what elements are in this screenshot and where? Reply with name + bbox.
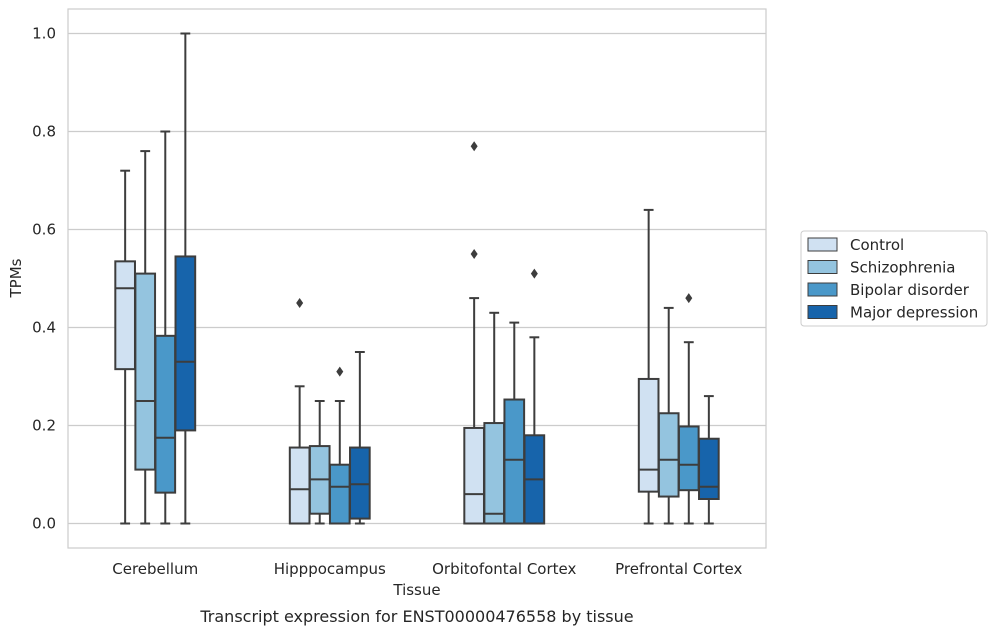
box-body: [288, 446, 311, 525]
y-tick-label: 0.4: [32, 319, 56, 337]
box-body: [503, 398, 526, 525]
outlier-point: [470, 249, 478, 259]
box-major-depression: [523, 268, 546, 525]
x-axis-label: Tissue: [392, 581, 440, 599]
box-body: [349, 446, 371, 520]
box-schizophrenia: [657, 306, 680, 525]
legend-label: Bipolar disorder: [850, 281, 970, 299]
box-major-depression: [349, 351, 371, 525]
legend: Control Schizophrenia Bipolar disorder Majo…: [800, 230, 988, 327]
box-control: [288, 298, 311, 525]
outlier-point: [685, 293, 693, 304]
outlier-point: [336, 366, 344, 377]
box-control: [114, 169, 136, 525]
box-body: [328, 463, 351, 525]
box-body: [657, 412, 680, 498]
box-schizophrenia: [134, 150, 157, 525]
box-body: [483, 422, 506, 525]
legend-swatch: [807, 305, 838, 319]
legend-swatch: [807, 260, 838, 274]
box-schizophrenia: [308, 400, 331, 525]
box-bipolar-disorder: [328, 366, 351, 525]
legend-label: Major depression: [850, 304, 978, 322]
y-tick-label: 1.0: [32, 25, 56, 43]
y-axis-label: TPMs: [7, 258, 25, 298]
y-tick-labels: 0.0 0.2 0.4 0.6 0.8 1.0: [32, 25, 56, 533]
y-tick-label: 0.6: [32, 221, 56, 239]
outlier-point: [296, 298, 304, 308]
x-tick-label: Hipppocampus: [274, 560, 386, 578]
box-bipolar-disorder: [677, 293, 700, 525]
legend-label: Control: [850, 236, 904, 254]
x-tick-label: Prefrontal Cortex: [615, 560, 742, 578]
plot-area: [67, 8, 767, 549]
legend-items: Control Schizophrenia Bipolar disorder Majo…: [807, 236, 978, 322]
box-control: [463, 141, 485, 525]
box-body: [114, 260, 136, 371]
y-tick-label: 0.0: [32, 515, 56, 533]
y-tick-label: 0.8: [32, 123, 56, 141]
legend-label: Schizophrenia: [850, 259, 955, 277]
box-body: [174, 255, 197, 432]
legend-frame: [800, 230, 988, 327]
legend-swatch: [807, 237, 838, 252]
x-tick-labels: Cerebellum Hipppocampus Orbitofontal Corte…: [112, 560, 742, 578]
outlier-point: [470, 141, 478, 152]
box-body: [463, 426, 485, 525]
box-groups: [114, 32, 720, 525]
box-schizophrenia: [483, 311, 506, 525]
x-tick-label: Cerebellum: [112, 560, 198, 578]
box-body: [698, 437, 720, 501]
box-body: [677, 425, 700, 492]
box-bipolar-disorder: [154, 130, 177, 525]
box-major-depression: [174, 32, 197, 525]
box-bipolar-disorder: [503, 321, 526, 525]
box-major-depression: [698, 395, 720, 525]
outlier-point: [530, 268, 538, 279]
legend-swatch: [807, 282, 838, 297]
box-body: [134, 272, 157, 471]
y-tick-label: 0.2: [32, 417, 56, 435]
box-body: [154, 334, 177, 494]
x-tick-label: Orbitofontal Cortex: [432, 560, 576, 578]
chart-caption: Transcript expression for ENST0000047655…: [199, 607, 633, 626]
box-body: [637, 377, 660, 493]
box-control: [637, 208, 660, 525]
